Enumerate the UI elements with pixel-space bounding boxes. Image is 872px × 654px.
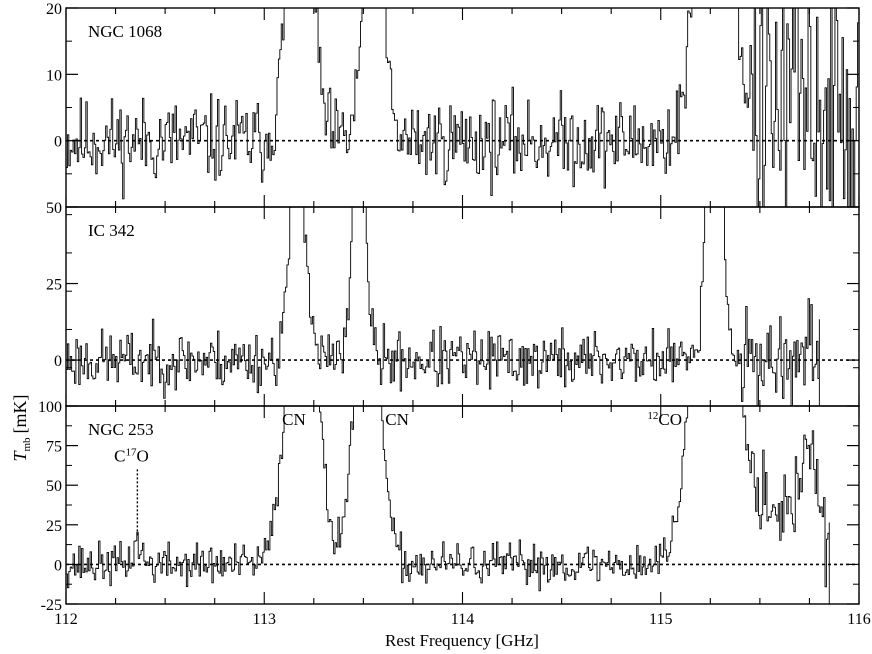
y-tick-label: 25: [46, 277, 62, 294]
line-annotation: C17O: [114, 446, 149, 465]
panel-0: 0 10 20 NGC 1068: [46, 1, 860, 208]
y-tick-label: 0: [54, 557, 62, 574]
y-tick-label: 50: [46, 478, 62, 495]
panel-label: NGC 253: [88, 420, 154, 439]
x-axis: 112 113 114 115 116: [54, 611, 870, 628]
line-annotation: CN: [385, 410, 409, 429]
spectrum-line: [66, 8, 859, 207]
x-tick-label: 112: [54, 611, 77, 628]
y-tick-label: 25: [46, 518, 62, 535]
y-tick-label: -25: [41, 597, 62, 614]
panel-2: -25 0 25 50 75 100 NGC 253 CN CN 12CO C17O: [38, 399, 860, 614]
y-tick-label: 50: [46, 200, 62, 217]
panel-frame: [65, 206, 860, 407]
x-axis-label: Rest Frequency [GHz]: [385, 631, 539, 650]
panel-1: 0 25 50 IC 342: [46, 200, 860, 407]
line-annotation: CN: [282, 410, 306, 429]
y-tick-label: 100: [38, 399, 62, 416]
panels-group: 0 10 20 NGC 1068 0 25 50 IC 342 -25 0 25 50 75 100 NGC…: [38, 1, 860, 614]
x-tick-label: 113: [253, 611, 276, 628]
y-tick-label: 0: [54, 134, 62, 151]
x-tick-label: 115: [649, 611, 672, 628]
panel-label: NGC 1068: [88, 22, 162, 41]
x-tick-label: 116: [847, 611, 870, 628]
x-tick-label: 114: [451, 611, 474, 628]
line-annotation: 12CO: [647, 410, 682, 429]
y-tick-label: 0: [54, 353, 62, 370]
y-tick-label: 75: [46, 439, 62, 456]
panel-label: IC 342: [88, 221, 135, 240]
spectrum-line: [66, 406, 830, 604]
y-axis-label: Tmb[mK]: [10, 394, 33, 461]
panel-frame: [65, 7, 860, 208]
spectrum-line: [66, 207, 820, 406]
svg-text:Tmb[mK]: Tmb[mK]: [10, 394, 33, 461]
y-tick-label: 10: [46, 67, 62, 84]
y-tick-label: 20: [46, 1, 62, 18]
